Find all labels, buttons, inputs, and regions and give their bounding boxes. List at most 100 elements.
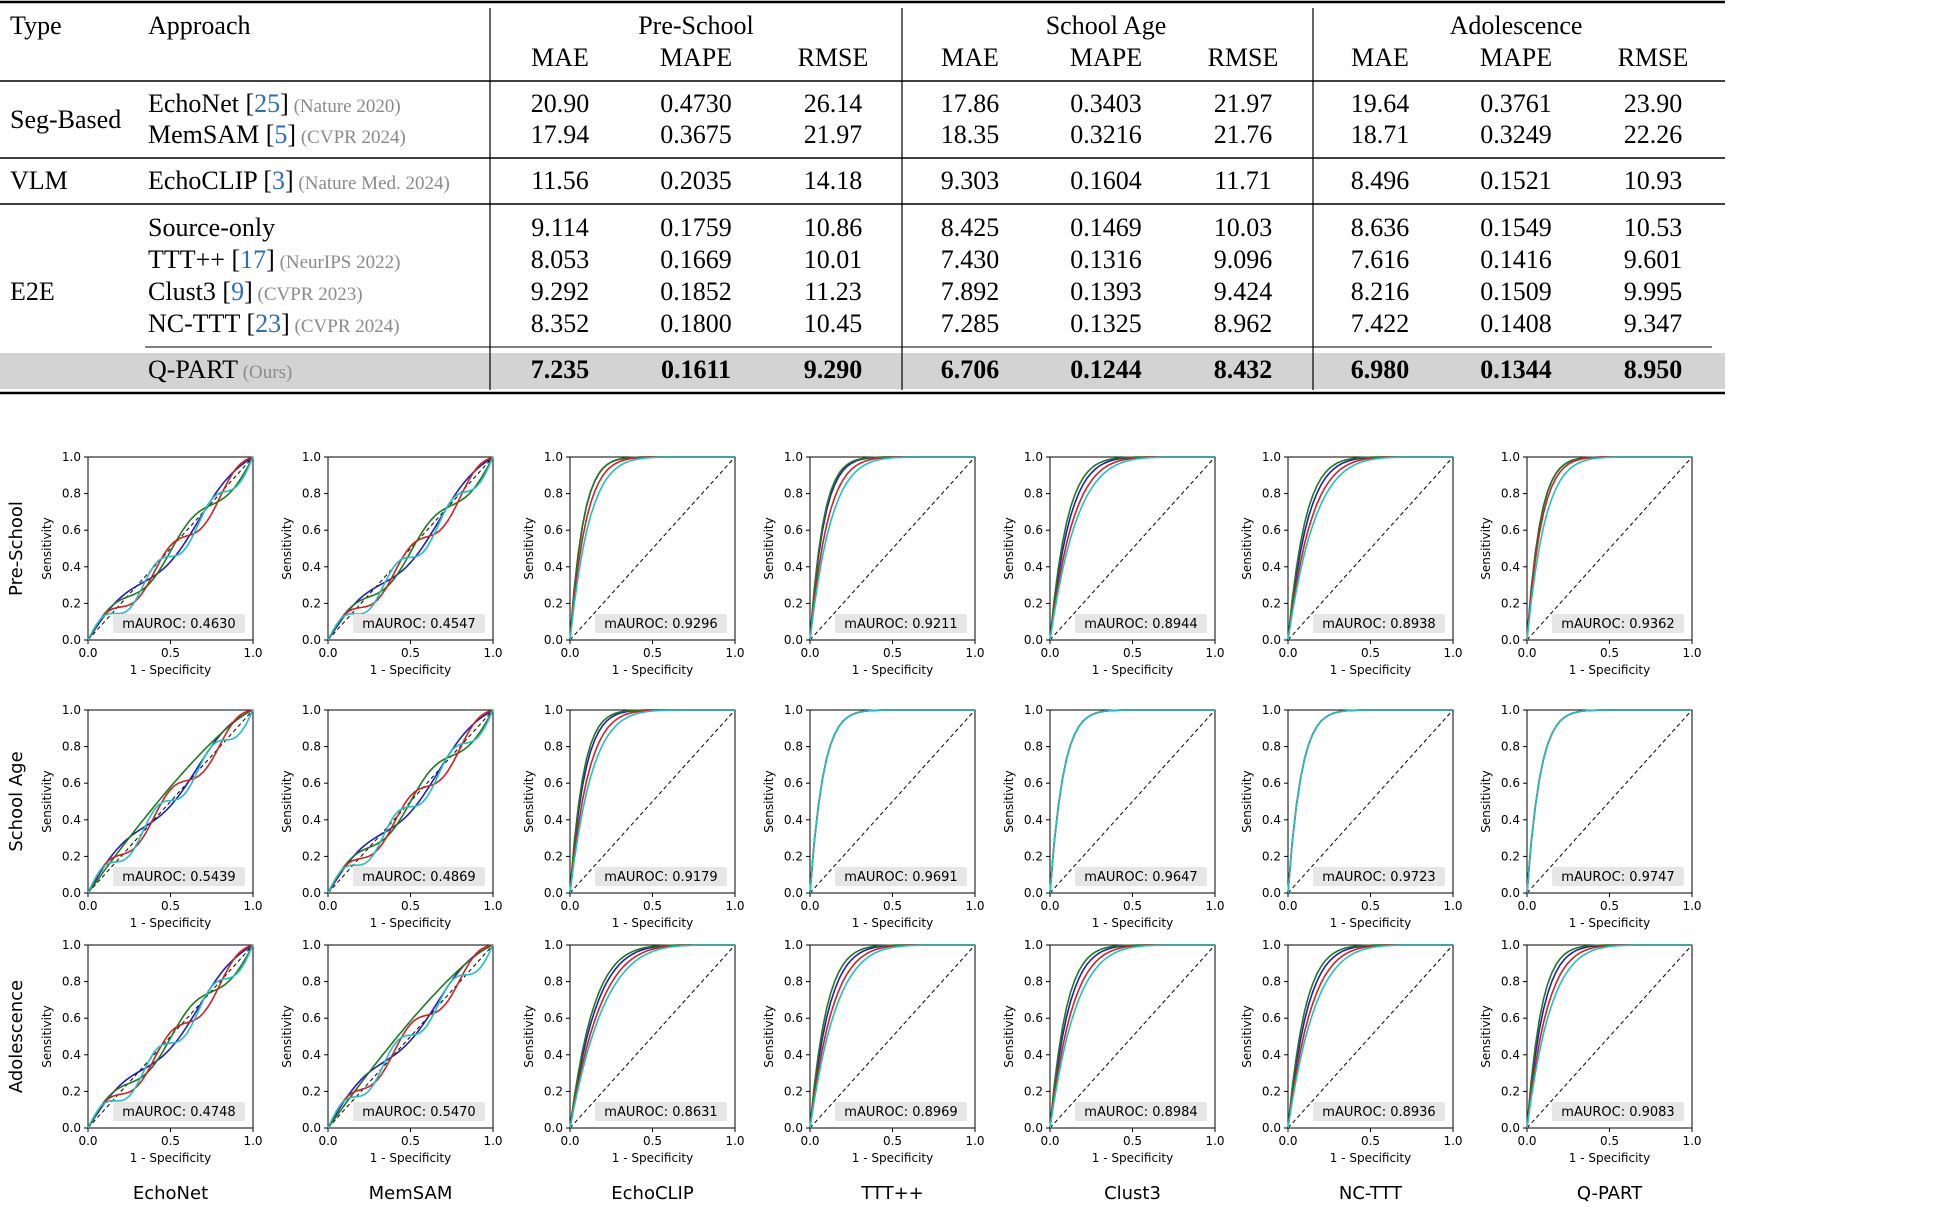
cell-2-3: 9.303: [941, 166, 1000, 195]
roc-panel-0-6: 0.0 0.2 0.4 0.6 0.8 1.0 0.0 0.5 1.0 1 - Specifici…: [1479, 450, 1702, 677]
y-tick-label: 0.4: [1262, 813, 1281, 827]
citation[interactable]: 17: [240, 245, 266, 274]
auroc-label: mAUROC: 0.9296: [604, 617, 717, 632]
roc-panel-2-2: 0.0 0.2 0.4 0.6 0.8 1.0 0.0 0.5 1.0 1 - Specifici…: [522, 938, 745, 1165]
column-label-4: Clust3: [1104, 1183, 1161, 1204]
cell-2-4: 0.1604: [1070, 166, 1142, 195]
roc-panel-1-2: 0.0 0.2 0.4 0.6 0.8 1.0 0.0 0.5 1.0 1 - Specifici…: [522, 703, 745, 930]
x-tick-label: 0.0: [78, 899, 97, 913]
x-tick-label: 0.5: [883, 899, 902, 913]
citation[interactable]: 23: [255, 309, 281, 338]
approach-label: Source-only: [148, 213, 275, 242]
x-tick-label: 0.0: [1040, 1134, 1059, 1148]
chance-diagonal: [1049, 944, 1216, 1129]
cell-ours-5: 8.432: [1214, 355, 1273, 384]
auroc-label: mAUROC: 0.9691: [844, 870, 957, 885]
citation[interactable]: 25: [254, 89, 280, 118]
y-tick-label: 0.4: [62, 813, 81, 827]
x-tick-label: 0.5: [1600, 646, 1619, 660]
cell-5-7: 0.1509: [1480, 277, 1552, 306]
y-tick-label: 0.4: [1024, 560, 1043, 574]
y-tick-label: 1.0: [544, 938, 563, 952]
y-tick-label: 0.0: [62, 1121, 81, 1135]
auroc-label: mAUROC: 0.4630: [122, 617, 235, 632]
y-tick-label: 0.2: [302, 596, 321, 610]
y-tick-label: 0.8: [62, 740, 81, 754]
y-tick-label: 0.2: [62, 596, 81, 610]
citation[interactable]: 9: [231, 277, 244, 306]
results-table-svg: Type Approach Pre-School MAE MAPE RMSE School …: [0, 0, 1725, 395]
venue: (Ours): [238, 362, 292, 383]
column-label-6: Q-PART: [1577, 1183, 1643, 1204]
roc-curve-class-3: [87, 456, 254, 641]
y-axis-label: Sensitivity: [280, 1005, 294, 1067]
y-tick-label: 0.0: [544, 1121, 563, 1135]
auroc-box: [835, 867, 967, 886]
x-axis-label: 1 - Specificity: [1092, 1151, 1173, 1165]
chance-diagonal: [1526, 709, 1693, 894]
cite-close: ]: [280, 89, 289, 118]
roc-curve-class-3: [1526, 709, 1692, 894]
approach-label: MemSAM: [148, 120, 259, 149]
cell-1-5: 21.76: [1214, 120, 1273, 149]
x-tick-label: 1.0: [243, 899, 262, 913]
cell-4-1: 0.1669: [660, 245, 732, 274]
row-label-1: School Age: [6, 751, 27, 851]
cell-2-7: 0.1521: [1480, 166, 1552, 195]
x-tick-label: 1.0: [1443, 899, 1462, 913]
x-tick-label: 0.5: [1123, 899, 1142, 913]
cite-open: [: [257, 166, 272, 195]
roc-panel-0-2: 0.0 0.2 0.4 0.6 0.8 1.0 0.0 0.5 1.0 1 - Specifici…: [522, 450, 745, 677]
cite-open: [: [225, 245, 240, 274]
auroc-box: [353, 614, 485, 633]
y-tick-label: 0.4: [1024, 813, 1043, 827]
x-tick-label: 0.5: [1123, 1134, 1142, 1148]
venue: (CVPR 2023): [253, 284, 363, 305]
x-axis-label: 1 - Specificity: [370, 1151, 451, 1165]
cell-1-3: 18.35: [941, 120, 1000, 149]
auroc-box: [835, 1102, 967, 1121]
roc-curve-class-3: [327, 709, 494, 894]
approach-label: EchoCLIP: [148, 166, 257, 195]
y-axis-label: Sensitivity: [1002, 770, 1016, 832]
roc-curve-class-3: [569, 709, 735, 894]
cell-0-2: 26.14: [804, 89, 863, 118]
x-tick-label: 0.0: [1517, 1134, 1536, 1148]
cell-1-7: 0.3249: [1480, 120, 1552, 149]
approach-label: NC-TTT: [148, 309, 241, 338]
column-label-3: TTT++: [860, 1183, 924, 1204]
cell-0-0: 20.90: [531, 89, 590, 118]
cell-2-1: 0.2035: [660, 166, 732, 195]
y-tick-label: 1.0: [1262, 703, 1281, 717]
y-tick-label: 0.6: [544, 1011, 563, 1025]
auroc-box: [1552, 867, 1684, 886]
cell-ours-4: 0.1244: [1070, 355, 1142, 384]
cell-1-6: 18.71: [1351, 120, 1410, 149]
y-tick-label: 0.0: [1024, 1121, 1043, 1135]
cite-open: [: [259, 120, 274, 149]
row-label-2: Adolescence: [6, 980, 27, 1093]
roc-curve-class-3: [569, 456, 735, 641]
citation[interactable]: 5: [274, 120, 287, 149]
auroc-box: [353, 1102, 485, 1121]
auroc-box: [1313, 614, 1445, 633]
auroc-label: mAUROC: 0.8944: [1084, 617, 1197, 632]
x-tick-label: 0.0: [1278, 646, 1297, 660]
cite-close: ]: [266, 245, 275, 274]
x-tick-label: 1.0: [243, 1134, 262, 1148]
cell-2-5: 11.71: [1214, 166, 1272, 195]
citation[interactable]: 3: [272, 166, 285, 195]
header-metric-1-0: MAE: [941, 43, 999, 72]
x-tick-label: 0.5: [1361, 646, 1380, 660]
header-metric-1-2: RMSE: [1208, 43, 1279, 72]
auroc-box: [353, 867, 485, 886]
y-tick-label: 1.0: [62, 450, 81, 464]
roc-curve-class-3: [809, 944, 975, 1129]
cell-0-8: 23.90: [1624, 89, 1683, 118]
roc-curve-class-3: [1049, 456, 1215, 641]
auroc-box: [113, 1102, 245, 1121]
roc-curve-class-3: [1287, 944, 1453, 1129]
auroc-box: [595, 867, 727, 886]
y-tick-label: 0.0: [544, 633, 563, 647]
x-tick-label: 0.0: [800, 646, 819, 660]
